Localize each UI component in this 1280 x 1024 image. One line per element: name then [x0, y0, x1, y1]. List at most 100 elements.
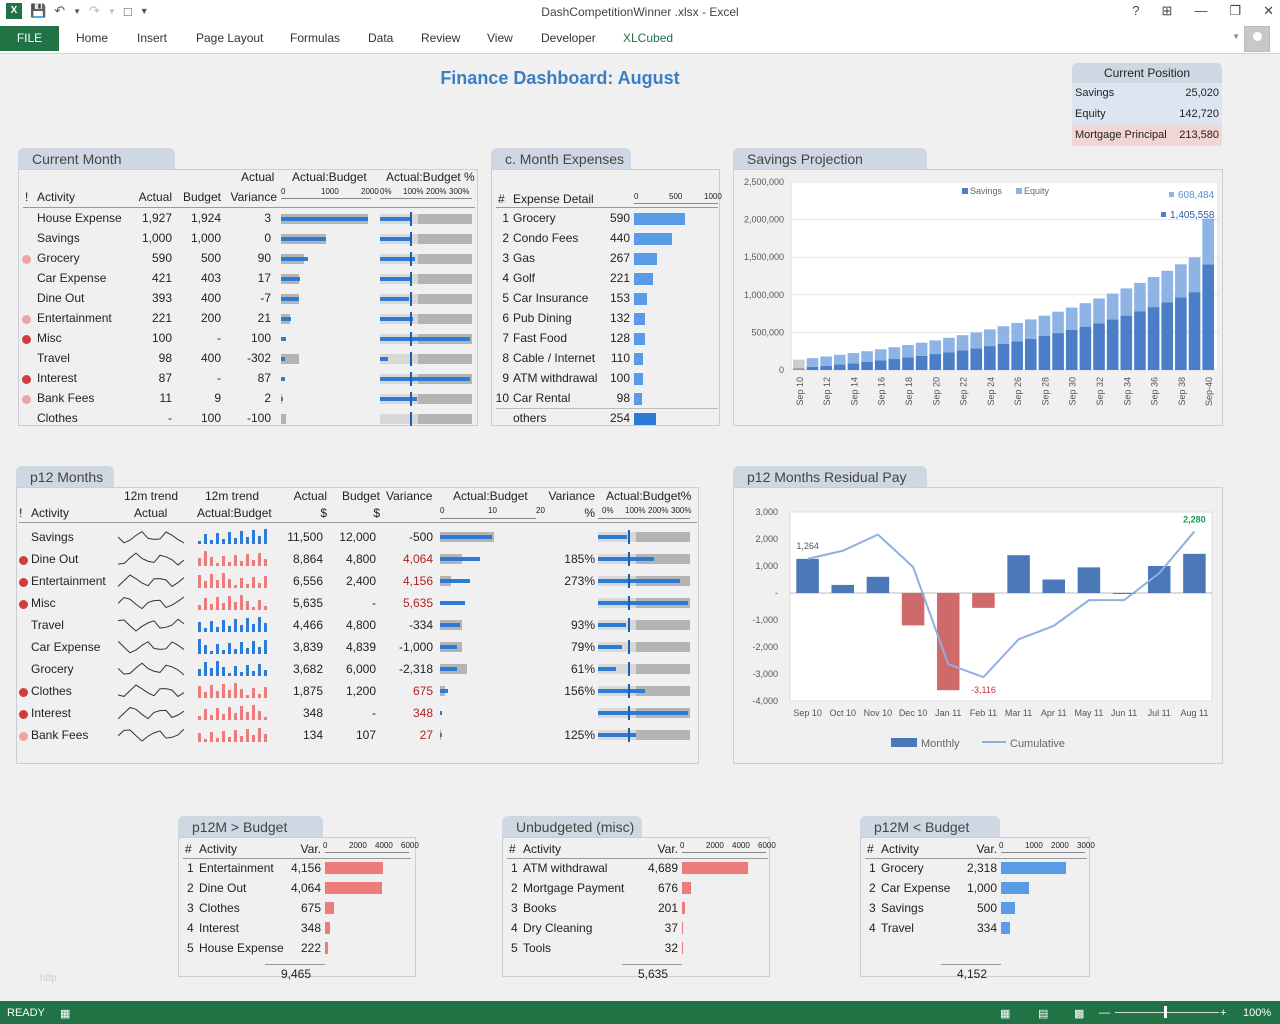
trend-column — [240, 706, 243, 720]
legend-equity-label: Equity — [1024, 186, 1050, 196]
savings-projection-panel: 0 500,000 1,000,000 1,500,000 2,000,000 2,500… — [733, 169, 1223, 426]
header-activity: Activity — [523, 842, 562, 856]
page-layout-view-icon[interactable]: ▤ — [1038, 1008, 1049, 1020]
actual-value: 11 — [159, 391, 172, 405]
tab-xlcubed[interactable]: XLCubed — [623, 31, 674, 45]
trend-column — [264, 529, 267, 544]
trend-column — [252, 705, 255, 720]
savings-bar — [929, 354, 942, 370]
pct-range-high — [418, 214, 472, 224]
minimize-icon[interactable]: — — [1194, 3, 1208, 18]
pct-range-high — [636, 642, 690, 652]
tab-home[interactable]: Home — [76, 31, 109, 45]
close-icon[interactable]: ✕ — [1263, 3, 1274, 18]
variance-value: 1,000 — [966, 881, 997, 895]
variance-pct-value: 61% — [570, 662, 595, 676]
activity-label: Clothes — [31, 684, 72, 698]
save-icon[interactable]: 💾 — [30, 3, 47, 18]
monthly-bar — [1077, 567, 1101, 593]
new-document-icon[interactable]: □ — [123, 3, 132, 19]
trend-column — [240, 625, 243, 632]
variance-pct-value: 79% — [570, 640, 595, 654]
tab-data[interactable]: Data — [368, 31, 394, 45]
equity-bar — [1188, 257, 1201, 293]
variance-value: 4,156 — [402, 574, 433, 588]
normal-view-icon[interactable]: ▦ — [1000, 1008, 1011, 1020]
position-label: Savings — [1075, 87, 1115, 99]
actual-bar — [440, 711, 442, 715]
account-avatar[interactable] — [1244, 26, 1270, 52]
page-break-view-icon[interactable]: ▩ — [1074, 1008, 1085, 1020]
tab-review[interactable]: Review — [421, 31, 461, 45]
x-tick-label: May 11 — [1074, 708, 1103, 718]
budget-value: 4,800 — [345, 552, 376, 566]
actual-bar — [281, 377, 285, 381]
alert-indicator — [19, 578, 28, 587]
actual-bar — [440, 535, 492, 539]
axis-line — [380, 198, 472, 199]
trend-column — [204, 598, 207, 610]
savings-bar — [847, 363, 860, 370]
zoom-slider-thumb[interactable] — [1164, 1006, 1167, 1018]
header-expense-detail: Expense Detail — [513, 192, 594, 206]
variance-bar — [325, 882, 382, 894]
row-number: 3 — [511, 901, 518, 915]
help-button[interactable]: ? — [1132, 3, 1140, 18]
equity-bar — [984, 329, 996, 347]
activity-label: Clothes — [37, 411, 78, 425]
budget-value: 9 — [214, 391, 221, 405]
variance-bar — [325, 922, 330, 934]
trend-column — [252, 530, 255, 544]
restore-icon[interactable]: ❐ — [1229, 3, 1242, 18]
redo-dropdown-icon[interactable]: ▼ — [107, 6, 116, 16]
trend-column — [234, 555, 237, 566]
p12-months-title: p12 Months — [16, 466, 114, 488]
trend-column — [216, 597, 219, 610]
tab-formulas[interactable]: Formulas — [290, 31, 341, 45]
equity-bar — [1147, 277, 1160, 308]
trend-column — [222, 667, 225, 676]
legend-savings-label: Savings — [970, 186, 1003, 196]
savings-bar — [1093, 323, 1105, 370]
residual-pay-title: p12 Months Residual Pay — [733, 466, 927, 488]
zoom-in-icon[interactable]: + — [1220, 1007, 1227, 1019]
axis-line — [440, 518, 536, 519]
budget-value: 12,000 — [339, 530, 376, 544]
trend-sparkline — [118, 531, 185, 544]
tab-insert[interactable]: Insert — [137, 31, 168, 45]
pct-actual-bar — [598, 623, 626, 627]
residual-pay-panel: 3,000 2,000 1,000 - -1,000 -2,000 -3,000 -4,000… — [733, 487, 1223, 764]
zoom-out-icon[interactable]: — — [1099, 1007, 1110, 1019]
undo-dropdown-icon[interactable]: ▼ — [73, 6, 82, 16]
header-divider — [183, 858, 411, 859]
current-position-table: Current Position Savings 25,020 Equity 1… — [1072, 63, 1222, 146]
trend-column — [210, 540, 213, 544]
tab-page-layout[interactable]: Page Layout — [196, 31, 264, 45]
savings-bar — [793, 368, 805, 370]
macro-record-icon[interactable]: ▦ — [60, 1008, 71, 1020]
axis-tick-label: 0 — [680, 841, 685, 850]
equity-bar — [1079, 303, 1092, 327]
savings-bar — [997, 343, 1010, 370]
tab-file[interactable]: FILE — [0, 26, 59, 51]
trend-column — [252, 560, 255, 566]
ribbon-display-icon[interactable]: ⊞ — [1161, 3, 1173, 18]
x-tick-label: Sep 10 — [795, 377, 805, 406]
expense-bar — [634, 233, 672, 245]
zoom-slider[interactable] — [1115, 1012, 1219, 1013]
customize-toolbar-icon[interactable]: ▼ — [139, 6, 149, 16]
activity-label: Savings — [881, 901, 924, 915]
undo-icon[interactable]: ↶ — [54, 3, 66, 18]
ribbon-collapse-icon[interactable]: ▼ — [1232, 32, 1240, 41]
trend-column — [252, 688, 255, 698]
redo-icon[interactable]: ↷ — [89, 3, 100, 18]
pct-target-marker — [410, 412, 412, 426]
tab-developer[interactable]: Developer — [541, 31, 596, 45]
y-tick-label: 1,000,000 — [744, 290, 784, 300]
trend-column — [240, 689, 243, 698]
zoom-level[interactable]: 100% — [1243, 1007, 1272, 1019]
budget-value: - — [372, 706, 376, 720]
savings-bar — [888, 359, 901, 370]
tab-view[interactable]: View — [487, 31, 513, 45]
header-trend-actual-a: 12m trend — [124, 489, 179, 503]
